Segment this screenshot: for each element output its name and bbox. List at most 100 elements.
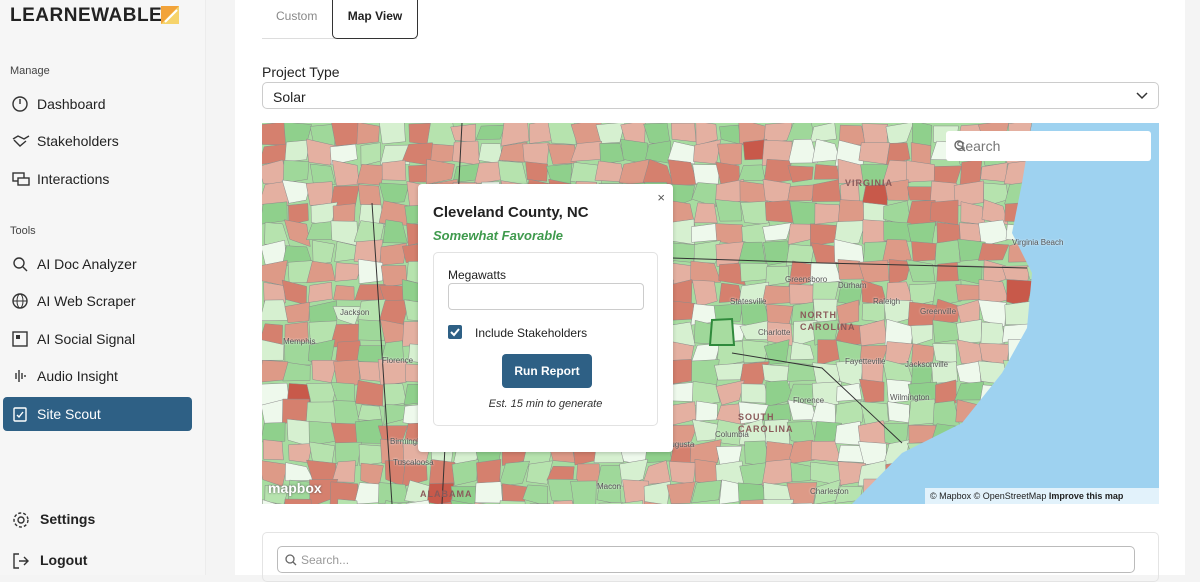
county — [911, 242, 936, 262]
county — [694, 203, 717, 223]
county — [740, 463, 766, 486]
county — [715, 200, 741, 222]
nav-item[interactable]: Interactions — [3, 162, 192, 196]
map-label: Raleigh — [873, 297, 900, 306]
county — [378, 483, 409, 504]
tab-active[interactable]: Map View — [332, 0, 418, 39]
county — [888, 402, 910, 423]
map-label: Florence — [793, 396, 824, 405]
select[interactable]: Solar — [262, 82, 1159, 109]
county — [956, 319, 981, 343]
county — [814, 164, 840, 179]
county — [741, 201, 769, 224]
county — [835, 421, 861, 445]
credits[interactable]: © Mapbox © OpenStreetMap — [930, 491, 1046, 501]
nav-item[interactable]: Stakeholders — [3, 124, 192, 158]
checkbox[interactable] — [448, 325, 462, 339]
nav-item[interactable]: AI Social Signal — [3, 322, 192, 356]
nav-label: Audio Insight — [37, 368, 118, 384]
county — [714, 363, 744, 380]
nav-item[interactable]: Audio Insight — [3, 359, 192, 393]
county — [358, 185, 381, 206]
county — [788, 166, 813, 183]
county — [908, 399, 936, 425]
county — [742, 340, 768, 363]
run-button[interactable]: Run Report — [502, 354, 592, 388]
map-label: Greensboro — [785, 275, 827, 284]
popup-rating: Somewhat Favorable — [433, 228, 563, 243]
county — [884, 221, 911, 241]
map-label: SOUTH — [738, 412, 775, 422]
county — [475, 482, 503, 503]
nav-label: AI Social Signal — [37, 331, 135, 347]
county — [763, 179, 791, 204]
county — [284, 499, 312, 504]
county — [571, 481, 597, 504]
map-label: Charleston — [810, 487, 849, 496]
nav-item[interactable]: AI Doc Analyzer — [3, 247, 192, 281]
logo[interactable]: LEARNEWABLE — [10, 5, 162, 27]
nav-item[interactable]: Site Scout — [3, 397, 192, 431]
mapbox-logo[interactable]: mapbox — [268, 480, 322, 496]
field-label: Megawatts — [448, 268, 506, 282]
map-label: Jacksonville — [905, 360, 948, 369]
county — [288, 443, 312, 462]
map-search[interactable]: Search — [946, 131, 1151, 161]
county — [815, 204, 841, 225]
county — [476, 459, 501, 485]
nav-label: AI Doc Analyzer — [37, 256, 137, 272]
nav-item[interactable]: Settings — [3, 502, 192, 536]
county — [933, 320, 960, 343]
county — [762, 459, 792, 485]
map-label: CAROLINA — [800, 322, 856, 332]
megawatts-input[interactable] — [448, 283, 644, 310]
nav-item[interactable]: Logout — [3, 543, 192, 577]
nav-label: Stakeholders — [37, 133, 119, 149]
map-label: Greenville — [920, 307, 956, 316]
map-label: Jackson — [340, 308, 369, 317]
county — [358, 405, 382, 421]
close-button[interactable]: × — [657, 190, 665, 205]
map-label: Memphis — [283, 337, 315, 346]
nav-label: AI Web Scraper — [37, 293, 136, 309]
county — [306, 182, 333, 206]
county — [788, 185, 816, 201]
nav-label: Logout — [40, 552, 87, 568]
map-label: Florence — [382, 356, 413, 365]
county — [285, 140, 310, 162]
tab[interactable]: Custom — [276, 9, 317, 23]
county — [526, 162, 548, 182]
map-label: Tuscaloosa — [393, 458, 434, 467]
county — [382, 160, 406, 180]
map-label: VIRGINIA — [845, 178, 893, 188]
county — [671, 243, 696, 263]
map-label: Statesville — [730, 297, 766, 306]
county — [954, 181, 984, 206]
county — [765, 200, 793, 222]
checkbox-label: Include Stakeholders — [475, 326, 587, 340]
county — [671, 123, 696, 142]
county — [379, 183, 409, 203]
county-selected — [710, 319, 734, 345]
county — [308, 282, 332, 302]
nav-item[interactable]: Dashboard — [3, 87, 192, 121]
sidebar: LEARNEWABLE Manage Dashboard Stakeholder… — [0, 0, 206, 575]
improve-link[interactable]: Improve this map — [1049, 491, 1124, 501]
county — [667, 482, 695, 504]
county — [860, 402, 888, 425]
map-label: Fayetteville — [845, 357, 885, 366]
nav-label: Settings — [40, 511, 95, 527]
map-label: Columbia — [715, 430, 749, 439]
county — [333, 285, 354, 300]
county — [740, 263, 767, 281]
section-title: Manage — [10, 65, 50, 77]
nav-label: Interactions — [37, 171, 109, 187]
county — [357, 164, 384, 185]
note: Est. 15 min to generate — [434, 398, 657, 410]
county — [379, 123, 405, 144]
county — [498, 501, 526, 504]
county — [358, 259, 382, 283]
map[interactable] — [262, 123, 1159, 504]
nav-item[interactable]: AI Web Scraper — [3, 284, 192, 318]
results-search[interactable]: Search... — [277, 546, 1135, 573]
